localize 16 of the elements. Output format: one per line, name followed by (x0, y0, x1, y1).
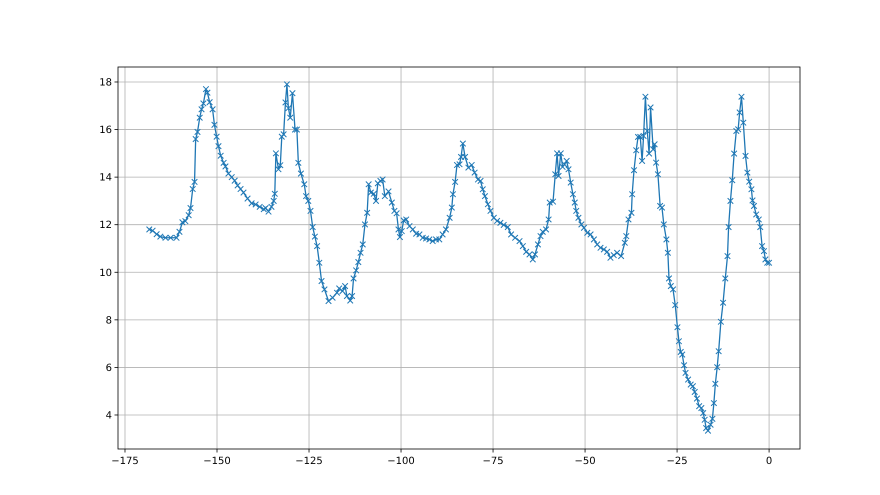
y-tick-label: 6 (106, 362, 112, 374)
y-tick-label: 8 (106, 315, 112, 326)
y-tick-label: 14 (99, 172, 112, 184)
x-tick-label: 0 (766, 456, 772, 467)
x-tick-label: −25 (666, 456, 688, 467)
x-tick-label: −150 (203, 456, 231, 467)
x-tick-label: −75 (482, 456, 504, 467)
y-tick-label: 12 (99, 220, 112, 232)
y-tick-label: 16 (99, 125, 112, 136)
x-tick-label: −175 (111, 456, 139, 467)
y-tick-label: 18 (99, 77, 112, 88)
y-tick-label: 10 (99, 268, 112, 279)
x-tick-label: −125 (295, 456, 323, 467)
x-tick-label: −50 (574, 456, 596, 467)
y-tick-label: 4 (106, 410, 112, 422)
x-tick-label: −100 (387, 456, 415, 467)
